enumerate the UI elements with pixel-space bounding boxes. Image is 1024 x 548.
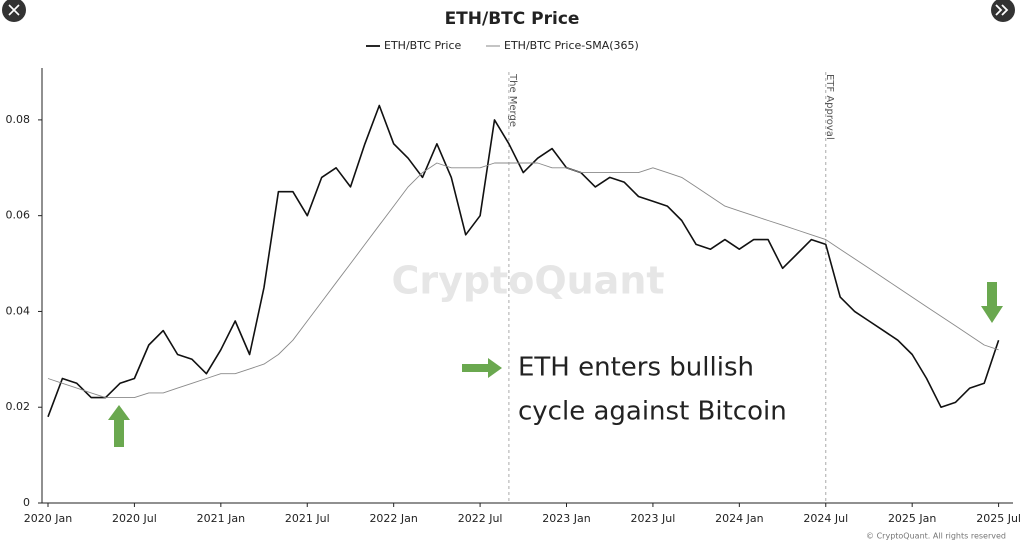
event-label: The Merge (507, 73, 518, 127)
x-tick-label: 2022 Jan (369, 512, 417, 525)
series-line (47, 162, 999, 399)
x-tick-label: 2025 Jan (888, 512, 936, 525)
x-tick-label: 2020 Jul (112, 512, 157, 525)
chart-title: ETH/BTC Price (445, 9, 580, 29)
arrow-up (108, 405, 130, 447)
y-tick-label: 0.06 (6, 209, 31, 222)
arrow-down (981, 282, 1003, 323)
x-tick-label: 2024 Jan (715, 512, 763, 525)
expand-button[interactable] (991, 0, 1015, 22)
x-tick-label: 2023 Jul (631, 512, 676, 525)
x-tick-label: 2022 Jul (458, 512, 503, 525)
x-tick-label: 2024 Jul (803, 512, 848, 525)
series-line (47, 104, 1000, 418)
x-tick-label: 2021 Jul (285, 512, 330, 525)
y-tick-label: 0.08 (6, 113, 31, 126)
y-tick-label: 0.04 (6, 304, 31, 317)
watermark: CryptoQuant (391, 259, 664, 303)
close-button[interactable] (2, 0, 26, 22)
x-tick-label: 2020 Jan (24, 512, 72, 525)
legend-label: ETH/BTC Price-SMA(365) (504, 39, 639, 52)
copyright: © CryptoQuant. All rights reserved (866, 532, 1006, 541)
x-tick-label: 2025 Jul (976, 512, 1021, 525)
annotation-line: cycle against Bitcoin (518, 397, 787, 427)
annotation-line: ETH enters bullish (518, 353, 754, 383)
event-label: ETF Approval (824, 74, 835, 140)
legend-label: ETH/BTC Price (384, 39, 462, 52)
x-tick-label: 2023 Jan (542, 512, 590, 525)
y-tick-label: 0 (23, 496, 30, 509)
arrow-right (462, 358, 502, 378)
x-tick-label: 2021 Jan (197, 512, 245, 525)
y-tick-label: 0.02 (6, 400, 31, 413)
